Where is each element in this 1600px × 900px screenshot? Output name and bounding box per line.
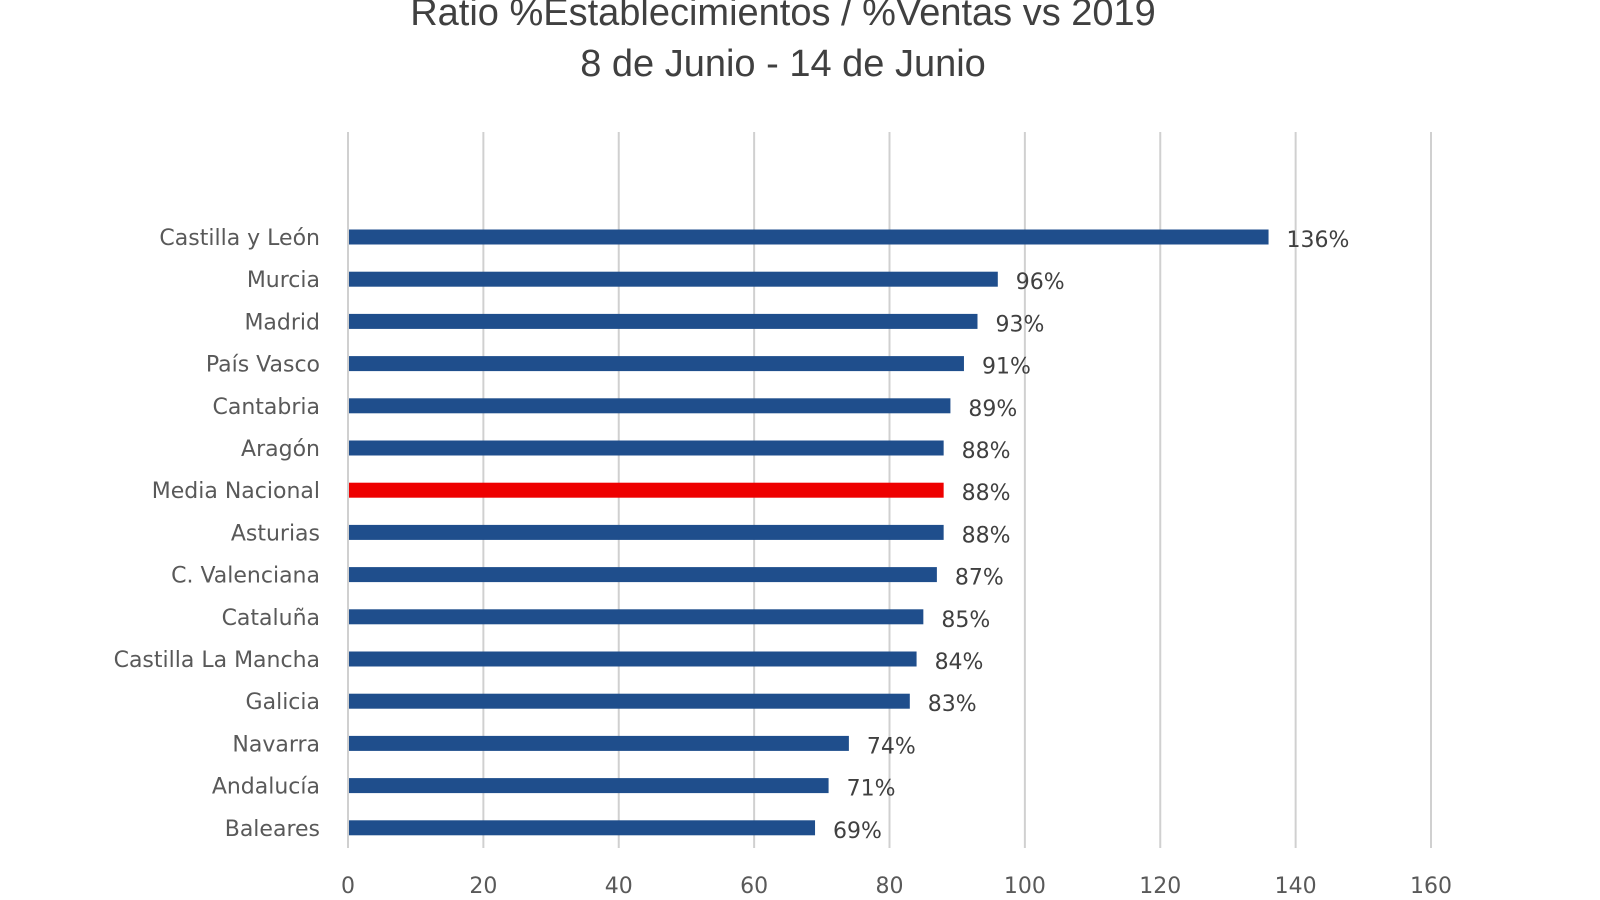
bar [349, 609, 924, 625]
x-tick-label: 100 [1004, 874, 1046, 899]
x-tick-labels: 0 20 40 60 80 100 120 140 160 [341, 874, 1452, 899]
data-label: 74% [867, 734, 916, 759]
bar [349, 820, 816, 836]
bar [349, 778, 829, 794]
bar [349, 356, 964, 372]
data-label: 89% [968, 397, 1017, 422]
bar [349, 693, 910, 709]
x-tick-label: 120 [1139, 874, 1181, 899]
data-label: 91% [982, 355, 1031, 380]
data-label: 93% [995, 312, 1044, 337]
category-label: Navarra [232, 732, 320, 757]
data-label: 136% [1287, 228, 1350, 253]
value-labels: 136% 96% 93% 91% 89% 88% 88% 88% 87% 85% 84% 83% 74%… [833, 228, 1349, 844]
x-tick-label: 160 [1410, 874, 1452, 899]
category-label: Baleares [225, 817, 320, 842]
bar [349, 313, 978, 329]
category-label: Aragón [241, 437, 320, 462]
category-label: Media Nacional [152, 479, 320, 504]
bar [349, 482, 944, 498]
data-label: 71% [847, 777, 896, 802]
bar [349, 271, 998, 287]
x-tick-label: 140 [1275, 874, 1317, 899]
category-label: Asturias [231, 521, 320, 546]
data-label: 88% [962, 439, 1011, 464]
data-label: 88% [962, 481, 1011, 506]
bars [349, 229, 1269, 836]
bar [349, 229, 1269, 245]
bar [349, 735, 849, 751]
x-tick-label: 80 [876, 874, 904, 899]
category-label: Cataluña [222, 606, 320, 631]
data-label: 69% [833, 819, 882, 844]
category-label: Galicia [246, 690, 320, 715]
category-labels: Castilla y León Murcia Madrid País Vasco Can… [114, 226, 320, 842]
chart-subtitle: 8 de Junio - 14 de Junio [580, 43, 986, 85]
category-label: Cantabria [213, 395, 321, 420]
category-label: Murcia [247, 268, 320, 293]
category-label: Castilla y León [159, 226, 320, 251]
x-tick-label: 20 [469, 874, 497, 899]
bar [349, 524, 944, 540]
category-label: C. Valenciana [171, 564, 320, 589]
x-tick-label: 60 [740, 874, 768, 899]
chart-title: Ratio %Establecimientos / %Ventas vs 201… [410, 0, 1156, 34]
category-label: País Vasco [206, 353, 320, 378]
data-label: 88% [962, 523, 1011, 548]
category-label: Castilla La Mancha [114, 648, 320, 673]
data-label: 87% [955, 566, 1004, 591]
data-label: 96% [1016, 270, 1065, 295]
data-label: 85% [941, 608, 990, 633]
x-tick-label: 40 [605, 874, 633, 899]
category-label: Madrid [244, 310, 320, 335]
bar [349, 567, 937, 583]
category-label: Andalucía [212, 775, 320, 800]
x-tick-label: 0 [341, 874, 355, 899]
bar [349, 398, 951, 414]
bar [349, 651, 917, 667]
data-label: 84% [935, 650, 984, 675]
data-label: 83% [928, 692, 977, 717]
bar [349, 440, 944, 456]
